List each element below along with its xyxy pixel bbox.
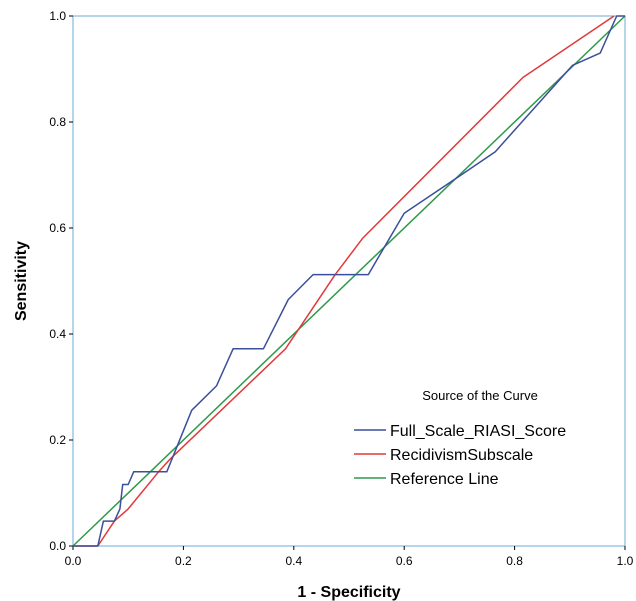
legend-label-full-scale-riasi-score: Full_Scale_RIASI_Score: [390, 423, 566, 440]
y-axis: 0.0 0.2 0.4 0.6 0.8 1.0: [49, 9, 73, 553]
plot-frame: [72, 15, 626, 547]
y-tick-label: 0.4: [49, 327, 66, 341]
x-tick-label: 0.6: [396, 554, 413, 568]
y-axis-title: Sensitivity: [13, 241, 30, 321]
x-tick-label: 0.8: [506, 554, 523, 568]
y-tick-label: 0.6: [49, 221, 66, 235]
legend-label-reference-line: Reference Line: [390, 471, 499, 488]
series-line-full-scale-riasi-score: [73, 15, 625, 547]
x-tick-label: 0.2: [175, 554, 192, 568]
x-axis: 0.0 0.2 0.4 0.6 0.8 1.0: [65, 546, 634, 568]
series-line-reference-line: [72, 15, 626, 547]
x-tick-label: 0.4: [285, 554, 302, 568]
y-tick-label: 0.2: [49, 433, 66, 447]
series-line-recidivismsubscale: [73, 15, 615, 547]
series-layer: [72, 15, 626, 547]
y-tick-label: 1.0: [49, 9, 66, 23]
x-tick-label: 1.0: [617, 554, 634, 568]
legend: Source of the Curve Full_Scale_RIASI_Sco…: [354, 388, 566, 488]
y-tick-label: 0.0: [49, 539, 66, 553]
x-tick-label: 0.0: [65, 554, 82, 568]
y-tick-label: 0.8: [49, 115, 66, 129]
legend-title: Source of the Curve: [422, 388, 538, 403]
x-axis-title: 1 - Specificity: [297, 584, 400, 601]
legend-label-recidivismsubscale: RecidivismSubscale: [390, 447, 533, 464]
legend-items: Full_Scale_RIASI_Score RecidivismSubscale…: [354, 423, 566, 488]
